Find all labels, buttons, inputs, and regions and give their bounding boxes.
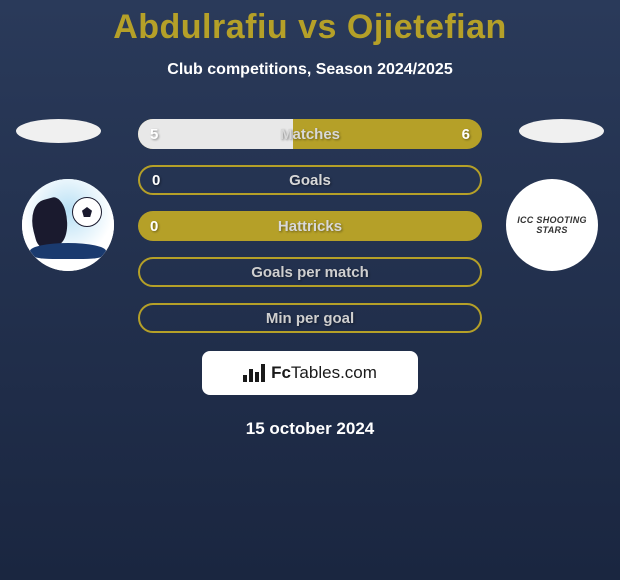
hattricks-left-value: 0 xyxy=(150,218,158,235)
hattricks-label: Hattricks xyxy=(278,218,342,235)
bar-matches-left-fill xyxy=(138,119,293,149)
matches-left-value: 5 xyxy=(150,126,158,143)
fctables-text: FcTables.com xyxy=(271,363,377,383)
gpm-label: Goals per match xyxy=(251,264,369,281)
dolphin-logo-graphic xyxy=(22,179,114,271)
bar-matches: 5 Matches 6 xyxy=(138,119,482,149)
goals-left-value: 0 xyxy=(152,172,160,189)
page-title: Abdulrafiu vs Ojietefian xyxy=(0,0,620,47)
date-text: 15 october 2024 xyxy=(0,419,620,439)
stat-bars: 5 Matches 6 0 Goals 0 Hattricks Goals pe… xyxy=(138,119,482,333)
right-team-logo-text: ICC SHOOTING STARS xyxy=(506,215,598,235)
soccer-ball-icon xyxy=(72,197,102,227)
right-accent-ellipse xyxy=(519,119,604,143)
goals-label: Goals xyxy=(289,172,331,189)
fctables-bold: Fc xyxy=(271,363,291,382)
stats-area: ICC SHOOTING STARS 5 Matches 6 0 Goals 0… xyxy=(0,119,620,439)
right-team-logo: ICC SHOOTING STARS xyxy=(506,179,598,271)
left-accent-ellipse xyxy=(16,119,101,143)
mpg-label: Min per goal xyxy=(266,310,354,327)
bar-goals-per-match: Goals per match xyxy=(138,257,482,287)
wave-icon xyxy=(30,243,106,259)
matches-label: Matches xyxy=(280,126,340,143)
bar-goals: 0 Goals xyxy=(138,165,482,195)
fctables-badge: FcTables.com xyxy=(202,351,418,395)
left-team-logo xyxy=(22,179,114,271)
bar-min-per-goal: Min per goal xyxy=(138,303,482,333)
bar-hattricks: 0 Hattricks xyxy=(138,211,482,241)
matches-right-value: 6 xyxy=(462,126,470,143)
bar-chart-icon xyxy=(243,364,265,382)
fctables-rest: Tables.com xyxy=(291,363,377,382)
subtitle: Club competitions, Season 2024/2025 xyxy=(0,61,620,79)
